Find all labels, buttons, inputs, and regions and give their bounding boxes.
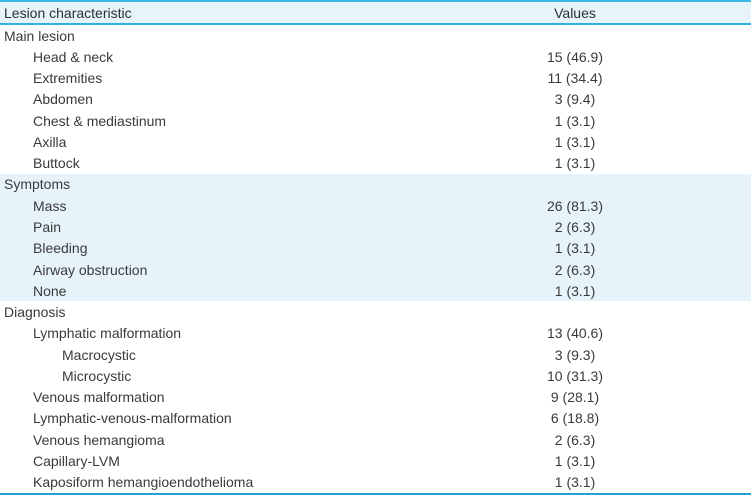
table-row: Chest & mediastinum 1 (3.1) — [0, 110, 751, 132]
row-value: 9 (28.1) — [550, 389, 600, 406]
row-value: 1 (3.1) — [554, 452, 596, 469]
row-label: Axilla — [33, 133, 67, 150]
row-value: 26 (81.3) — [546, 197, 604, 214]
table-row: Abdomen 3 (9.4) — [0, 88, 751, 111]
row-label: Kaposiform hemangioendothelioma — [33, 474, 254, 491]
row-value: 1 (3.1) — [554, 155, 596, 172]
table-row: Symptoms — [0, 173, 751, 196]
row-value: 1 (3.1) — [554, 474, 596, 491]
row-label: Capillary-LVM — [33, 452, 120, 469]
row-value: 13 (40.6) — [546, 325, 604, 342]
row-value: 1 (3.1) — [554, 133, 596, 150]
column-header-lesion-characteristic: Lesion characteristic — [4, 4, 132, 21]
row-label: Head & neck — [33, 48, 114, 65]
row-label: Mass — [33, 197, 67, 214]
column-header-values: Values — [554, 4, 596, 21]
row-label: None — [33, 282, 67, 299]
row-label: Pain — [33, 219, 62, 236]
row-value: 2 (6.3) — [554, 261, 596, 278]
table-row: Extremities 11 (34.4) — [0, 67, 751, 89]
table-row: Venous hemangioma 2 (6.3) — [0, 429, 751, 451]
row-label: Lymphatic malformation — [33, 325, 182, 342]
row-label: Bleeding — [33, 240, 88, 257]
row-value: 1 (3.1) — [554, 282, 596, 299]
row-value: 2 (6.3) — [554, 219, 596, 236]
table-row: Buttock 1 (3.1) — [0, 152, 751, 174]
row-label: Chest & mediastinum — [33, 112, 167, 129]
row-label: Symptoms — [4, 176, 71, 193]
row-value: 3 (9.4) — [554, 91, 596, 108]
table-row: Diagnosis — [0, 301, 751, 323]
row-value: 11 (34.4) — [547, 70, 603, 87]
table-row: Lymphatic malformation 13 (40.6) — [0, 322, 751, 344]
row-label: Main lesion — [4, 27, 75, 44]
table-row: Axilla 1 (3.1) — [0, 131, 751, 153]
table-row: Head & neck 15 (46.9) — [0, 46, 751, 68]
table-row: Pain 2 (6.3) — [0, 216, 751, 238]
row-label: Microcystic — [62, 367, 132, 384]
row-value: 1 (3.1) — [554, 240, 596, 257]
row-value: 10 (31.3) — [546, 367, 604, 384]
row-label: Venous hemangioma — [33, 431, 165, 448]
table-row: Bleeding 1 (3.1) — [0, 237, 751, 259]
row-value: 15 (46.9) — [546, 48, 604, 65]
row-value: 2 (6.3) — [554, 431, 596, 448]
row-label: Macrocystic — [62, 346, 136, 363]
row-value: 6 (18.8) — [550, 410, 600, 427]
table-body: Main lesion Head & neck 15 (46.9) Extremiti… — [0, 25, 751, 493]
table-row: Capillary-LVM 1 (3.1) — [0, 450, 751, 472]
table-row: Airway obstruction 2 (6.3) — [0, 258, 751, 281]
row-label: Buttock — [33, 155, 80, 172]
row-value: 1 (3.1) — [554, 112, 596, 129]
table-row: None 1 (3.1) — [0, 280, 751, 302]
table-row: Main lesion — [0, 25, 751, 47]
row-label: Lymphatic-venous-malformation — [33, 410, 232, 427]
row-label: Venous malformation — [33, 389, 165, 406]
table-row: Venous malformation 9 (28.1) — [0, 386, 751, 408]
table-row: Lymphatic-venous-malformation 6 (18.8) — [0, 407, 751, 430]
table-row: Mass 26 (81.3) — [0, 195, 751, 217]
row-label: Abdomen — [33, 91, 93, 108]
row-label: Airway obstruction — [33, 261, 148, 278]
table-row: Microcystic 10 (31.3) — [0, 365, 751, 387]
row-label: Diagnosis — [4, 304, 66, 321]
table-row: Macrocystic 3 (9.3) — [0, 343, 751, 366]
row-label: Extremities — [33, 70, 103, 87]
table-row: Kaposiform hemangioendothelioma 1 (3.1) — [0, 471, 751, 493]
table-header-row: Lesion characteristic Values — [0, 2, 751, 25]
row-value: 3 (9.3) — [554, 346, 596, 363]
